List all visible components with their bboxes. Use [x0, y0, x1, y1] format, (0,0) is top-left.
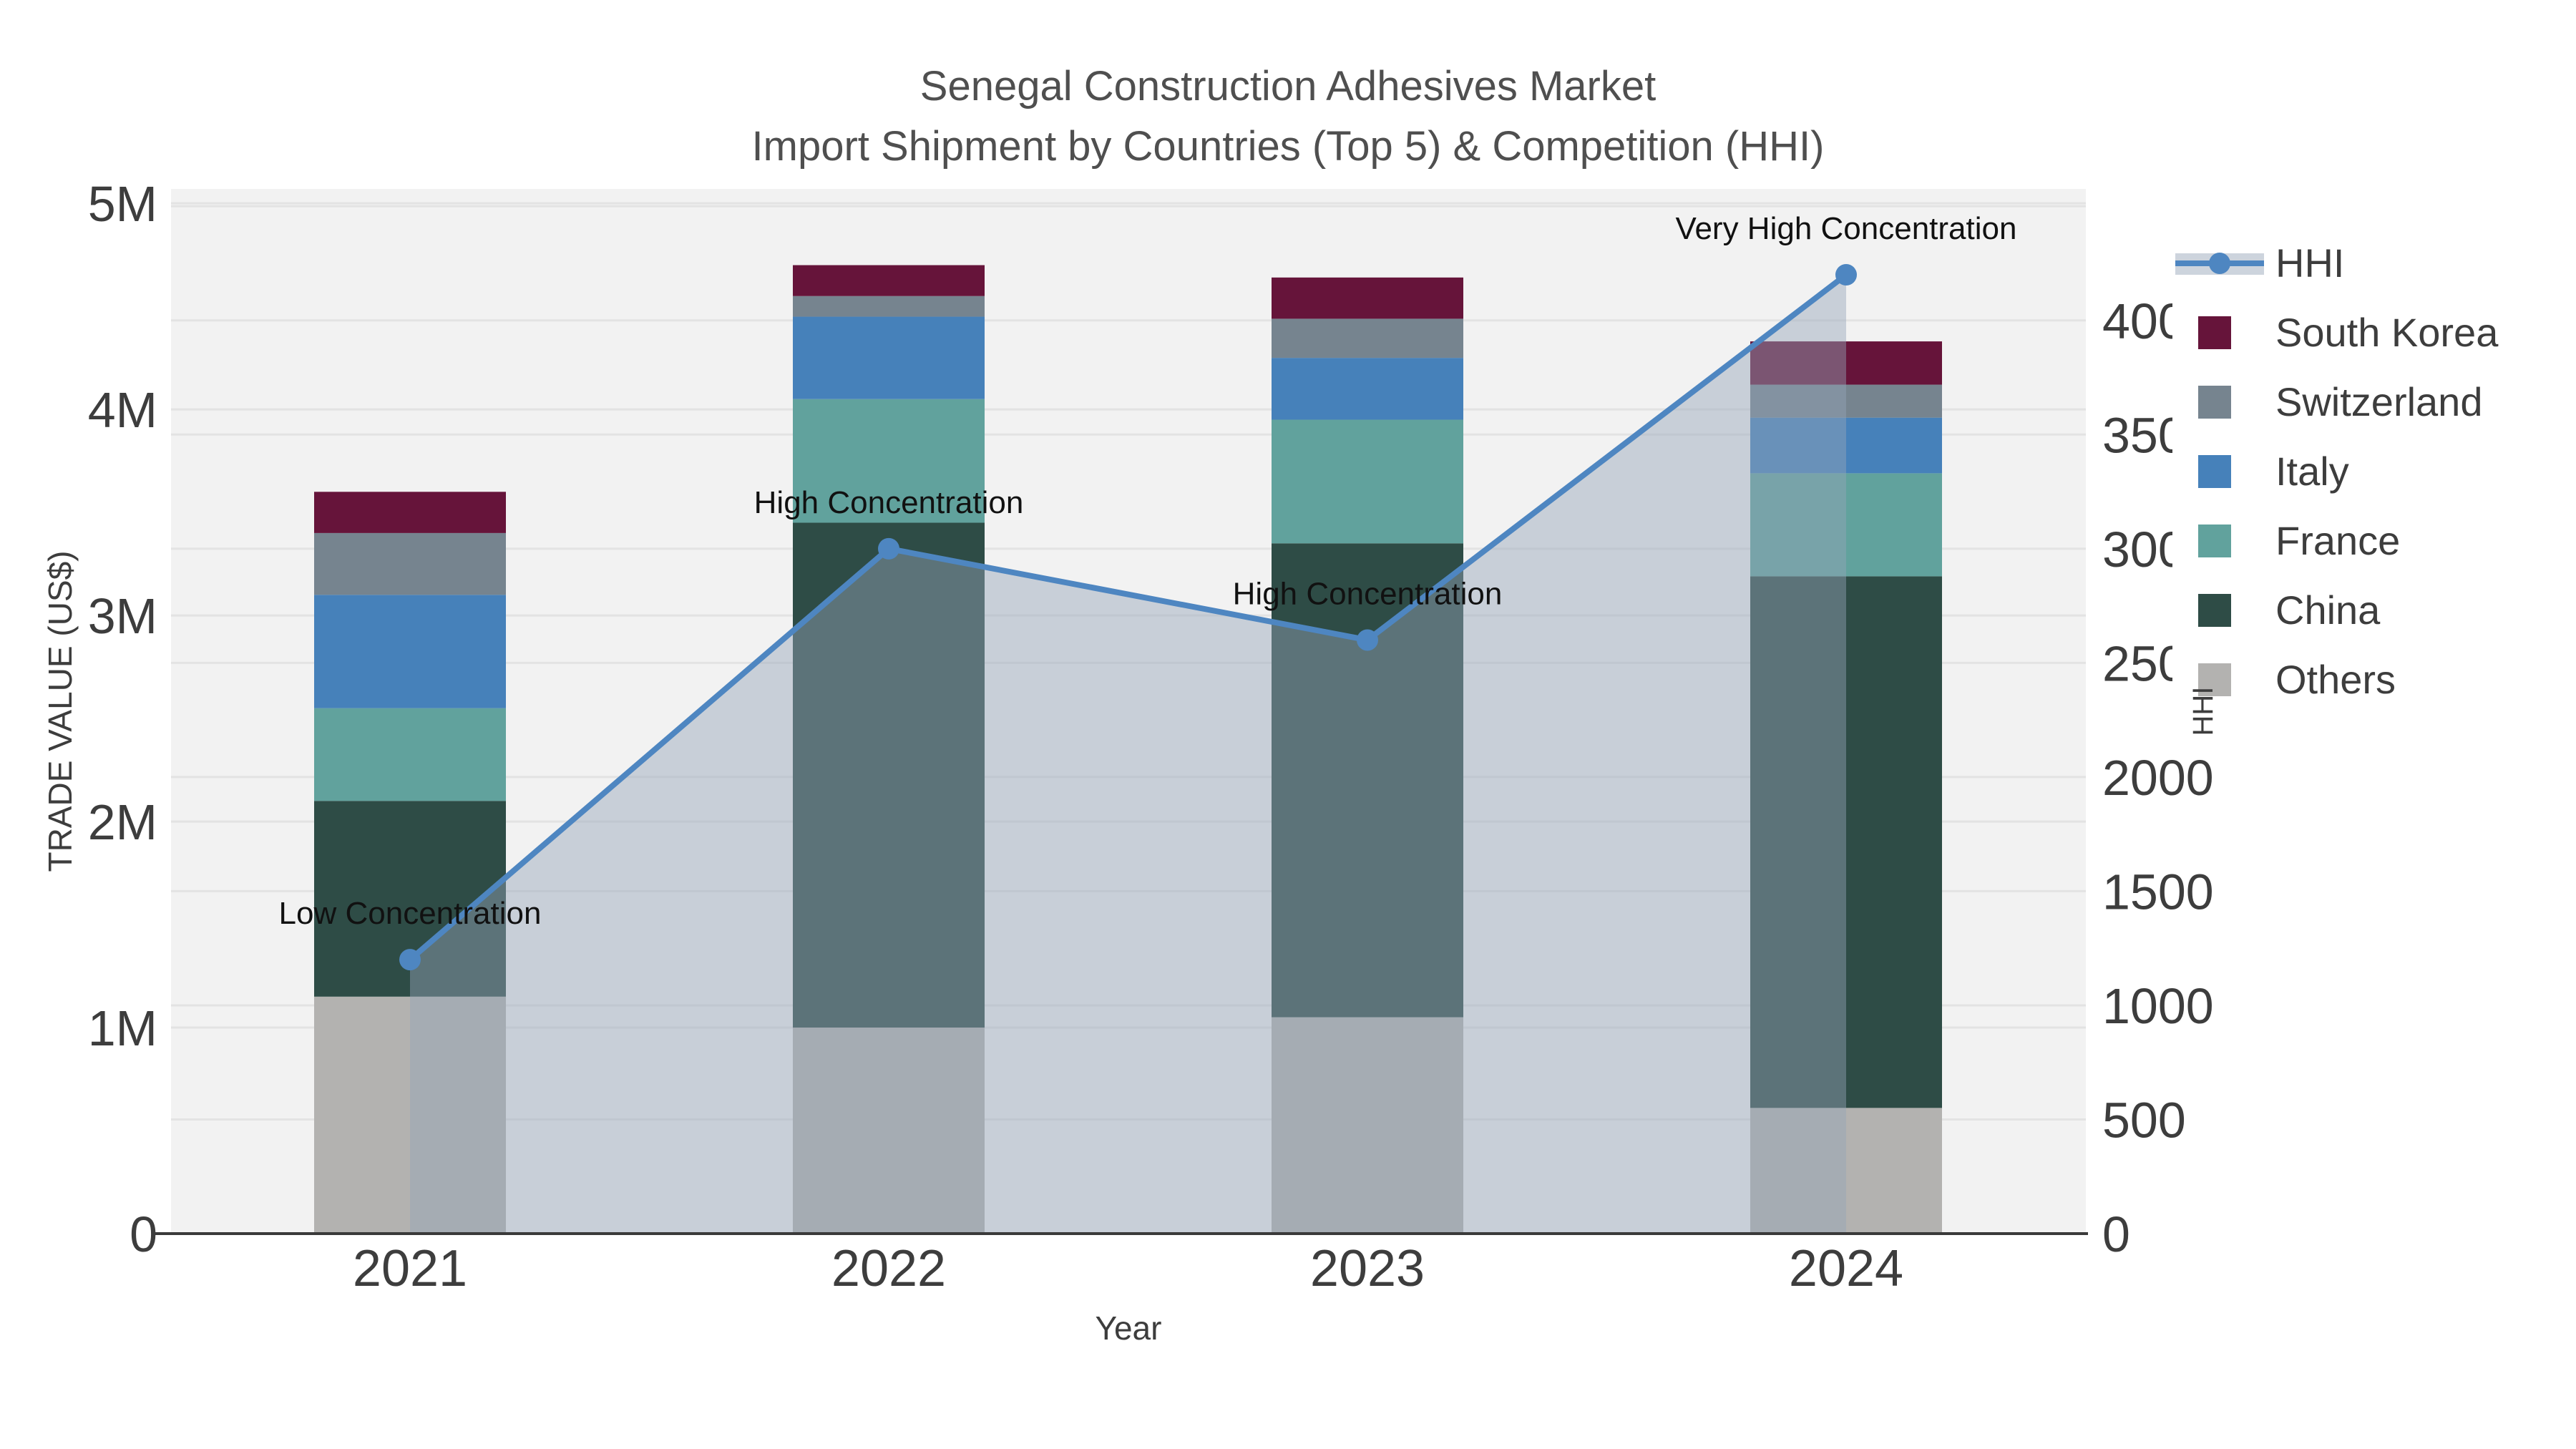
x-axis-title: Year: [1096, 1309, 1162, 1347]
legend-label-hhi: HHI: [2275, 240, 2344, 286]
legend-label-france: France: [2275, 518, 2400, 563]
y-tick-left-5M: 5M: [88, 176, 157, 232]
x-tick-2021: 2021: [353, 1240, 467, 1297]
y-tick-left-4M: 4M: [88, 382, 157, 438]
bar-segment-italy-2022: [793, 316, 985, 399]
hhi-area: [410, 274, 1846, 1234]
x-tick-2022: 2022: [831, 1240, 946, 1297]
bar-segment-italy-2021: [314, 595, 506, 708]
hhi-area-layer: [410, 274, 1846, 1234]
bar-segment-france-2021: [314, 708, 506, 801]
y-tick-left-2M: 2M: [88, 794, 157, 850]
legend-label-others: Others: [2275, 657, 2396, 702]
legend-label-china: China: [2275, 587, 2381, 633]
bar-segment-south-korea-2021: [314, 492, 506, 533]
legend-swatch-italy: [2198, 455, 2231, 488]
legend-label-italy: Italy: [2275, 449, 2349, 494]
hhi-annotation-2024: Very High Concentration: [1676, 211, 2017, 246]
bar-segment-south-korea-2023: [1272, 277, 1463, 319]
y-tick-right-500: 500: [2102, 1092, 2186, 1148]
bar-segment-switzerland-2022: [793, 296, 985, 317]
bar-segment-others-2023: [1272, 1017, 1463, 1234]
hhi-annotation-2021: Low Concentration: [279, 896, 542, 931]
y-tick-right-0: 0: [2102, 1206, 2130, 1262]
y-tick-left-0: 0: [130, 1206, 157, 1262]
legend-swatch-france: [2198, 525, 2231, 557]
hhi-point-2022: [878, 537, 899, 560]
bar-segment-others-2024: [1750, 1108, 1942, 1234]
legend-hhi-marker-icon: [2209, 253, 2230, 274]
x-tick-2023: 2023: [1310, 1240, 1425, 1297]
hhi-point-2021: [399, 949, 421, 971]
legend-swatch-others: [2198, 663, 2231, 696]
bar-segment-france-2022: [793, 399, 985, 523]
bar-segment-south-korea-2024: [1750, 341, 1942, 385]
hhi-annotation-2022: High Concentration: [754, 485, 1024, 520]
y-tick-right-2000: 2000: [2102, 750, 2214, 806]
annotation-layer: Low Concentration High Concentration High …: [279, 211, 2017, 931]
y-axis-title-right: HHI: [2187, 687, 2219, 736]
bar-segment-china-2023: [1272, 543, 1463, 1018]
x-tick-2024: 2024: [1789, 1240, 1903, 1297]
y-tick-right-1500: 1500: [2102, 864, 2214, 919]
legend-swatch-china: [2198, 594, 2231, 627]
bar-segment-italy-2023: [1272, 358, 1463, 420]
y-tick-left-3M: 3M: [88, 588, 157, 644]
legend-label-south-korea: South Korea: [2275, 310, 2499, 355]
y-tick-left-1M: 1M: [88, 1000, 157, 1056]
stacked-bars-layer: [314, 265, 1942, 1234]
bar-segment-switzerland-2023: [1272, 318, 1463, 358]
hhi-line: [408, 272, 1848, 962]
bar-segment-others-2021: [314, 996, 506, 1234]
bar-segment-italy-2024: [1750, 417, 1942, 474]
legend-swatch-switzerland: [2198, 386, 2231, 419]
chart-title-line1: Senegal Construction Adhesives Market: [920, 63, 1656, 109]
hhi-point-2024: [1835, 263, 1857, 286]
bar-segment-france-2023: [1272, 419, 1463, 544]
bar-segment-switzerland-2024: [1750, 384, 1942, 418]
bar-segment-south-korea-2022: [793, 265, 985, 296]
hhi-point-2023: [1357, 629, 1378, 651]
y-axis-title-left: TRADE VALUE (US$): [42, 550, 79, 872]
bar-segment-switzerland-2021: [314, 532, 506, 595]
bar-segment-france-2024: [1750, 473, 1942, 577]
hhi-annotation-2023: High Concentration: [1233, 576, 1503, 611]
legend-label-switzerland: Switzerland: [2275, 379, 2482, 424]
legend: HHI South Korea Switzerland Italy France Chin…: [2172, 209, 2576, 707]
hhi-line-layer: [399, 263, 1857, 971]
legend-background: [2172, 209, 2576, 707]
legend-swatch-south-korea: [2198, 316, 2231, 349]
x-axis-line: [152, 1232, 2088, 1235]
bar-segment-others-2022: [793, 1028, 985, 1234]
bar-segment-china-2024: [1750, 576, 1942, 1108]
chart-title-line2: Import Shipment by Countries (Top 5) & C…: [752, 123, 1825, 170]
y-tick-right-1000: 1000: [2102, 978, 2214, 1034]
